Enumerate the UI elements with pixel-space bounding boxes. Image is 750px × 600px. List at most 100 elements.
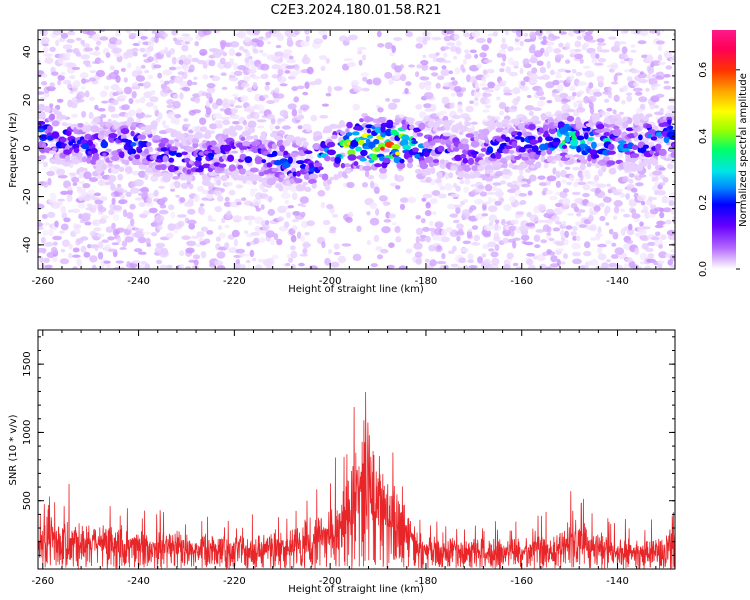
heatmap-cell [488,124,496,131]
heatmap-cell [620,208,625,213]
heatmap-cell [187,208,196,215]
heatmap-cell [668,235,675,241]
heatmap-cell [465,133,475,138]
heatmap-cell [185,266,192,269]
heatmap-cell [197,157,202,162]
heatmap-cell [658,244,663,249]
heatmap-cell [186,169,192,175]
heatmap-cell [203,238,211,244]
heatmap-cell [593,174,600,182]
heatmap-cell [418,82,426,90]
heatmap-cell [420,59,429,66]
heatmap-cell [518,193,527,197]
heatmap-cell [384,71,393,79]
heatmap-cell [229,114,240,120]
heatmap-cell [415,236,420,244]
heatmap-cell [216,251,226,259]
heatmap-cell [446,120,453,127]
heatmap-cell [493,236,501,242]
heatmap-cell [462,240,471,245]
heatmap-cell [471,30,481,38]
heatmap-cell [300,40,310,47]
heatmap-cell [474,53,479,59]
heatmap-cell [115,75,121,83]
heatmap-cell [245,105,255,113]
heatmap-cell [518,168,524,176]
heatmap-cell [482,24,491,28]
heatmap-cell [147,192,156,198]
heatmap-cell [395,236,402,243]
heatmap-cell [86,30,97,36]
heatmap-cell [180,182,189,189]
heatmap-cell [304,231,310,236]
heatmap-cell [128,32,138,39]
heatmap-cell [302,181,308,186]
heatmap-cell [530,140,540,144]
heatmap-cell [366,240,372,246]
heatmap-cell [67,31,76,36]
heatmap-cell [474,198,484,205]
heatmap-cell [474,81,480,90]
heatmap-cell [38,91,45,95]
heatmap-cell [516,95,521,102]
heatmap-cell [59,258,70,265]
heatmap-cell [47,23,57,30]
heatmap-cell [205,107,212,115]
heatmap-cell [389,52,395,57]
heatmap-cell [145,102,154,107]
heatmap-cell [462,164,472,172]
heatmap-cell [492,182,502,186]
heatmap-cell [662,207,672,213]
heatmap-cell [487,37,492,44]
heatmap-cell [528,110,534,116]
heatmap-cell [387,102,398,111]
heatmap-cell [515,211,525,216]
heatmap-cell [308,178,317,185]
heatmap-cell [73,147,80,153]
heatmap-cell [224,107,233,116]
heatmap-cell [144,263,151,269]
heatmap-cell [130,218,135,227]
heatmap-cell [169,79,175,84]
heatmap-cell [38,203,45,210]
heatmap-cell [515,266,522,269]
heatmap-cell [350,139,359,148]
heatmap-cell [623,263,629,269]
heatmap-cell [528,151,537,160]
heatmap-cell [246,87,254,93]
heatmap-cell [514,47,522,51]
heatmap-cell [629,157,637,163]
heatmap-cell [39,256,44,264]
heatmap-cell [560,236,566,242]
heatmap-cell [267,208,275,216]
heatmap-cell [479,82,487,87]
heatmap-cell [435,52,440,56]
heatmap-cell [285,134,296,143]
heatmap-cell [494,115,501,121]
heatmap-cell [485,89,495,93]
heatmap-cell [127,117,135,124]
heatmap-cell [38,103,46,112]
heatmap-cell [50,71,59,76]
heatmap-cell [121,159,128,164]
heatmap-cell [523,38,533,43]
heatmap-cell [521,234,530,241]
heatmap-cell [537,100,545,107]
heatmap-cell [533,234,541,242]
heatmap-cell [134,154,141,160]
heatmap-cell [562,144,568,149]
heatmap-cell [575,71,583,77]
heatmap-cell [147,45,154,52]
heatmap-cell [408,64,416,68]
heatmap-cell [310,114,318,122]
heatmap-cell [245,135,255,140]
heatmap-cell [458,257,467,264]
heatmap-cell [140,186,150,194]
heatmap-cell [212,112,223,119]
heatmap-cell [127,148,137,156]
heatmap-cell [142,53,148,58]
heatmap-cell [596,38,605,43]
heatmap-cell [471,225,479,231]
heatmap-cell [134,230,145,239]
